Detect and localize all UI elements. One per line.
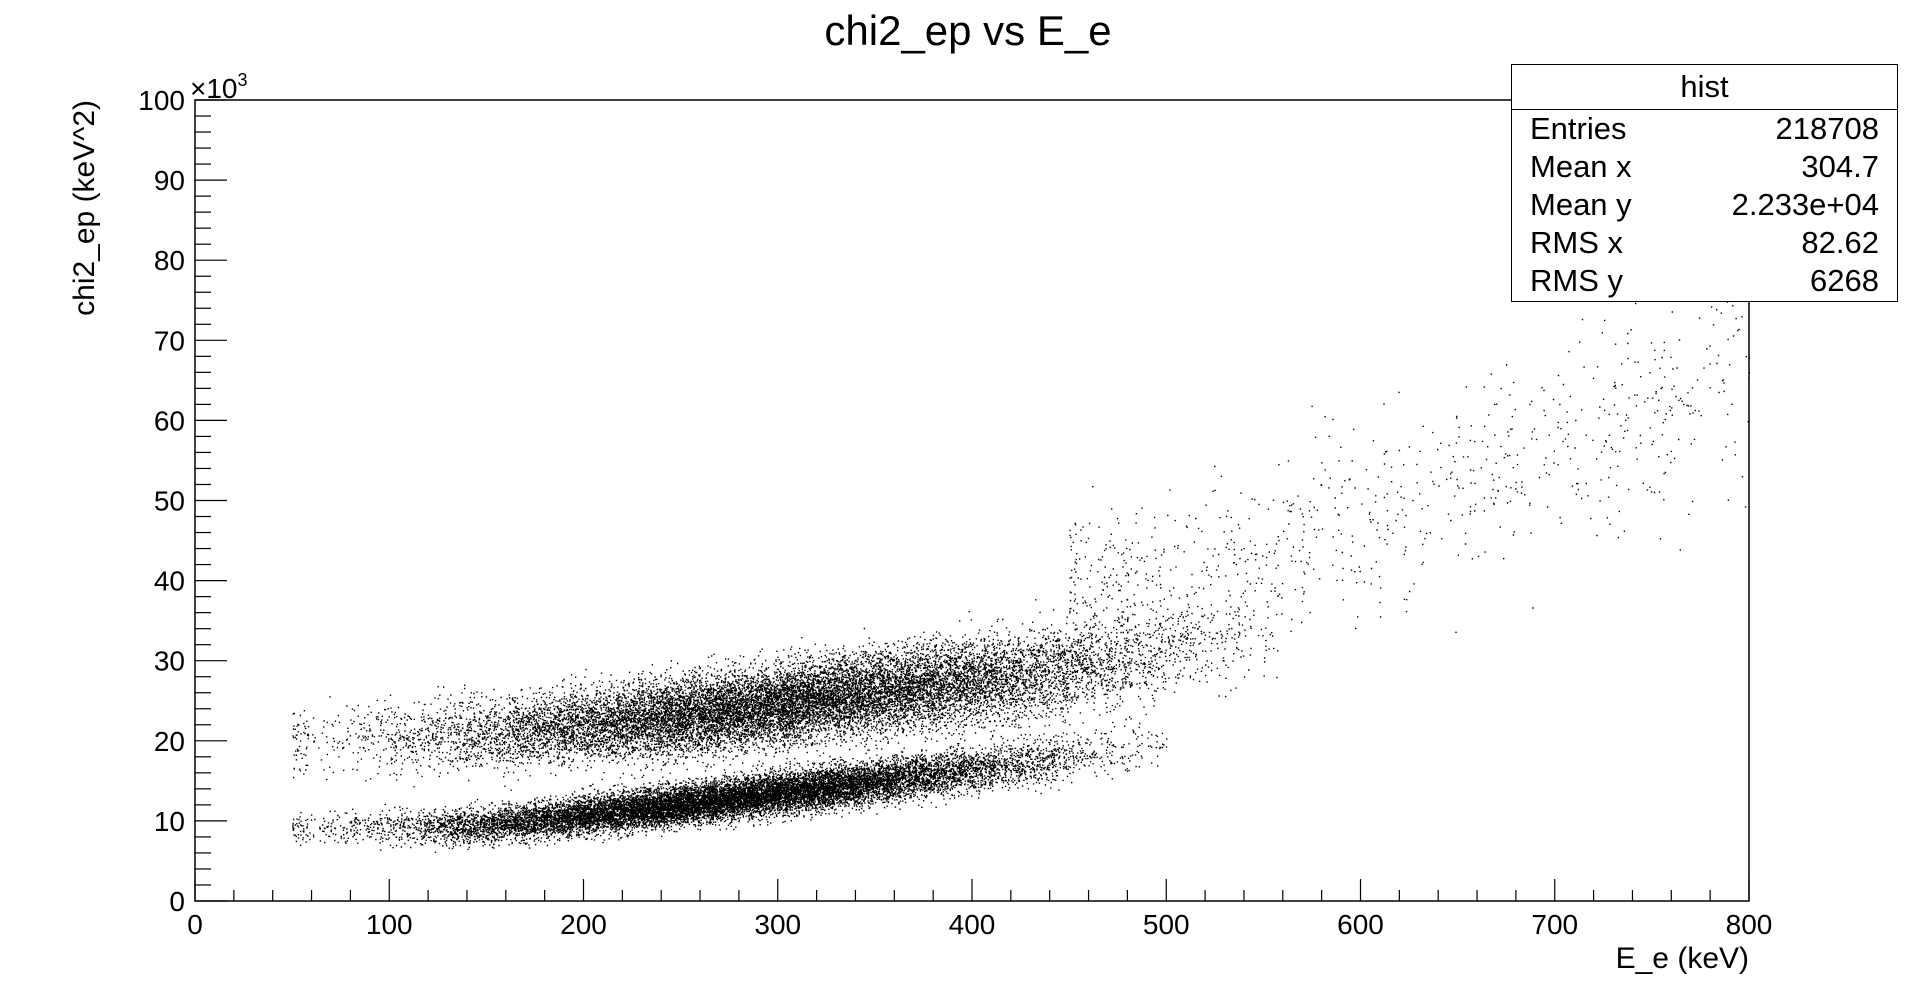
y-tick-label: 20	[154, 726, 185, 757]
stats-row: Entries 218708	[1512, 110, 1897, 148]
stats-row: Mean y 2.233e+04	[1512, 186, 1897, 224]
x-tick-label: 400	[949, 909, 996, 940]
stats-value: 82.62	[1801, 225, 1879, 260]
y-tick-label: 70	[154, 325, 185, 356]
y-tick-label: 60	[154, 405, 185, 436]
x-tick-label: 600	[1337, 909, 1384, 940]
x-tick-label: 200	[560, 909, 607, 940]
stats-row: RMS x 82.62	[1512, 224, 1897, 262]
y-axis: 0 10 20 30 40 50 60 70 80 90 100	[138, 85, 227, 917]
stats-title: hist	[1512, 65, 1897, 110]
x-axis: 0 100 200 300 400 500 600 700 800	[187, 879, 1772, 940]
y-tick-label: 10	[154, 806, 185, 837]
x-tick-label: 700	[1531, 909, 1578, 940]
y-tick-label: 40	[154, 566, 185, 597]
stats-value: 6268	[1810, 263, 1879, 298]
y-exponent-power: 3	[238, 70, 248, 90]
x-tick-label: 500	[1143, 909, 1190, 940]
y-exponent-base: ×10	[190, 73, 238, 104]
stats-value: 304.7	[1801, 149, 1879, 184]
chart-title: chi2_ep vs E_e	[824, 7, 1111, 54]
stats-value: 218708	[1775, 111, 1879, 146]
x-tick-label: 800	[1726, 909, 1773, 940]
stats-label: Entries	[1530, 111, 1627, 146]
stats-label: Mean x	[1530, 149, 1632, 184]
stats-row: RMS y 6268	[1512, 262, 1897, 300]
stats-label: RMS y	[1530, 263, 1623, 298]
y-tick-label: 90	[154, 165, 185, 196]
y-tick-label: 30	[154, 646, 185, 677]
x-tick-label: 300	[754, 909, 801, 940]
scatter-points	[292, 269, 1751, 853]
x-tick-label: 100	[366, 909, 413, 940]
stats-label: Mean y	[1530, 187, 1632, 222]
y-tick-label: 100	[138, 85, 185, 116]
y-axis-label: chi2_ep (keV^2)	[68, 100, 101, 316]
stats-row: Mean x 304.7	[1512, 148, 1897, 186]
y-exponent-label: ×103	[190, 70, 248, 104]
x-axis-label: E_e (keV)	[1616, 942, 1749, 975]
y-tick-label: 0	[169, 886, 185, 917]
data-points	[292, 269, 1751, 853]
y-tick-label: 80	[154, 245, 185, 276]
stats-value: 2.233e+04	[1731, 187, 1879, 222]
stats-rows: Entries 218708 Mean x 304.7 Mean y 2.233e+04 R…	[1512, 110, 1897, 300]
y-tick-label: 50	[154, 486, 185, 517]
stats-label: RMS x	[1530, 225, 1623, 260]
stats-box: hist Entries 218708 Mean x 304.7 Mean y 2.233…	[1511, 64, 1898, 302]
x-tick-label: 0	[187, 909, 203, 940]
